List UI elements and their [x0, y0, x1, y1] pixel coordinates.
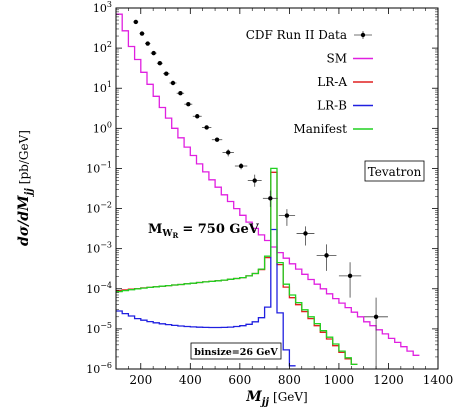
legend-item: CDF Run II Data — [246, 28, 372, 42]
data-point — [192, 114, 202, 119]
data-point — [247, 174, 262, 187]
y-tick-label: 100 — [93, 120, 112, 135]
series-layer — [116, 13, 420, 367]
mass-subsubscript: R — [173, 231, 179, 240]
data-marker — [164, 71, 169, 76]
series-sm — [116, 13, 420, 356]
data-point — [316, 244, 337, 271]
y-axis-text: dσ/dM — [16, 195, 32, 246]
data-marker — [139, 31, 145, 36]
data-point — [184, 101, 193, 107]
y-tick-label: 101 — [93, 80, 112, 95]
x-tick-label: 200 — [129, 373, 152, 387]
data-marker — [347, 273, 353, 279]
data-point — [156, 61, 163, 66]
svg-text:MWR= 750 GeV: MWR = 750 GeV — [148, 222, 260, 240]
data-point — [144, 41, 151, 46]
y-axis-subscript: jj — [24, 188, 35, 198]
data-point — [201, 125, 212, 130]
data-point — [222, 149, 234, 157]
data-point — [133, 19, 139, 25]
legend-marker — [360, 32, 366, 38]
data-point — [262, 190, 278, 207]
legend-label: CDF Run II Data — [246, 28, 347, 42]
y-tick-label: 10−1 — [86, 160, 112, 175]
data-marker — [238, 163, 244, 169]
data-point — [139, 31, 145, 36]
series-lr-b — [116, 228, 296, 367]
x-tick-label: 1400 — [423, 373, 454, 387]
data-point — [150, 50, 157, 56]
data-marker — [214, 137, 220, 142]
binsize-box: binsize=26 GeV — [190, 342, 282, 360]
data-marker — [373, 314, 379, 320]
data-marker — [268, 196, 273, 201]
data-marker — [303, 231, 308, 236]
x-tick-label: 800 — [278, 373, 301, 387]
x-axis-symbol: M — [245, 389, 262, 405]
y-tick-label: 103 — [93, 0, 112, 15]
data-point — [364, 297, 388, 369]
legend-item: SM — [326, 52, 373, 66]
y-tick-label: 10−3 — [86, 241, 112, 256]
svg-text:Mjj[GeV]: Mjj [GeV] — [245, 389, 307, 408]
axes: 200 400 600 800 1000 1200 1400 10−6 10−5 10−4 10−3… — [86, 0, 453, 387]
y-tick-label: 10−4 — [86, 281, 112, 296]
data-marker — [324, 253, 329, 258]
data-point — [211, 137, 223, 142]
data-point — [338, 262, 362, 298]
data-marker — [151, 50, 156, 56]
data-marker — [157, 61, 163, 66]
legend-label: LR-B — [317, 99, 347, 113]
legend-item: LR-B — [317, 99, 373, 113]
data-point — [278, 209, 296, 226]
mass-value: = 750 GeV — [182, 222, 259, 237]
data-point — [176, 91, 185, 96]
mass-annotation: MWR = 750 GeV — [148, 222, 260, 240]
data-point — [169, 80, 177, 86]
legend-label: Manifest — [293, 122, 347, 136]
data-marker — [226, 150, 231, 155]
data-point — [296, 226, 315, 246]
x-tick-label: 1000 — [324, 373, 355, 387]
data-point — [234, 163, 248, 170]
x-tick-label: 600 — [228, 373, 251, 387]
data-marker — [195, 114, 200, 119]
x-axis-subscript: jj — [260, 397, 270, 408]
x-axis-unit: [GeV] — [273, 390, 308, 404]
binsize-label: binsize=26 GeV — [194, 347, 278, 358]
data-marker — [284, 213, 290, 218]
legend-label: SM — [326, 52, 347, 66]
y-tick-label: 10−6 — [86, 361, 112, 376]
collider-box: Tevatron — [364, 160, 425, 182]
y-axis-unit: [pb/GeV] — [17, 130, 31, 184]
data-marker — [204, 125, 209, 130]
series-manifest — [116, 167, 358, 366]
y-axis-title: dσ/dMjj [pb/GeV] — [16, 130, 35, 246]
data-marker — [186, 101, 191, 107]
series-lr-a — [116, 171, 358, 366]
x-tick-label: 400 — [179, 373, 202, 387]
mass-subscript: W — [161, 229, 173, 239]
data-marker — [133, 19, 139, 25]
data-point — [163, 71, 170, 76]
data-marker — [178, 91, 183, 96]
legend-item: Manifest — [293, 122, 373, 136]
data-points-layer — [133, 19, 388, 369]
mass-symbol: M — [148, 222, 162, 237]
x-axis-title: Mjj [GeV] — [245, 389, 307, 408]
legend-label: LR-A — [317, 75, 347, 89]
y-tick-label: 10−5 — [86, 321, 112, 336]
data-marker — [252, 178, 257, 183]
svg-text:dσ/dMjj[pb/GeV]: dσ/dMjj [pb/GeV] — [16, 130, 35, 246]
data-marker — [145, 41, 150, 46]
y-tick-label: 10−2 — [86, 201, 112, 216]
y-tick-label: 102 — [93, 40, 112, 55]
legend: CDF Run II Data SM LR-A LR-B Manifest — [246, 28, 373, 136]
x-tick-label: 1200 — [373, 373, 404, 387]
collider-label: Tevatron — [368, 165, 422, 179]
data-marker — [170, 80, 176, 86]
legend-item: LR-A — [317, 75, 373, 89]
